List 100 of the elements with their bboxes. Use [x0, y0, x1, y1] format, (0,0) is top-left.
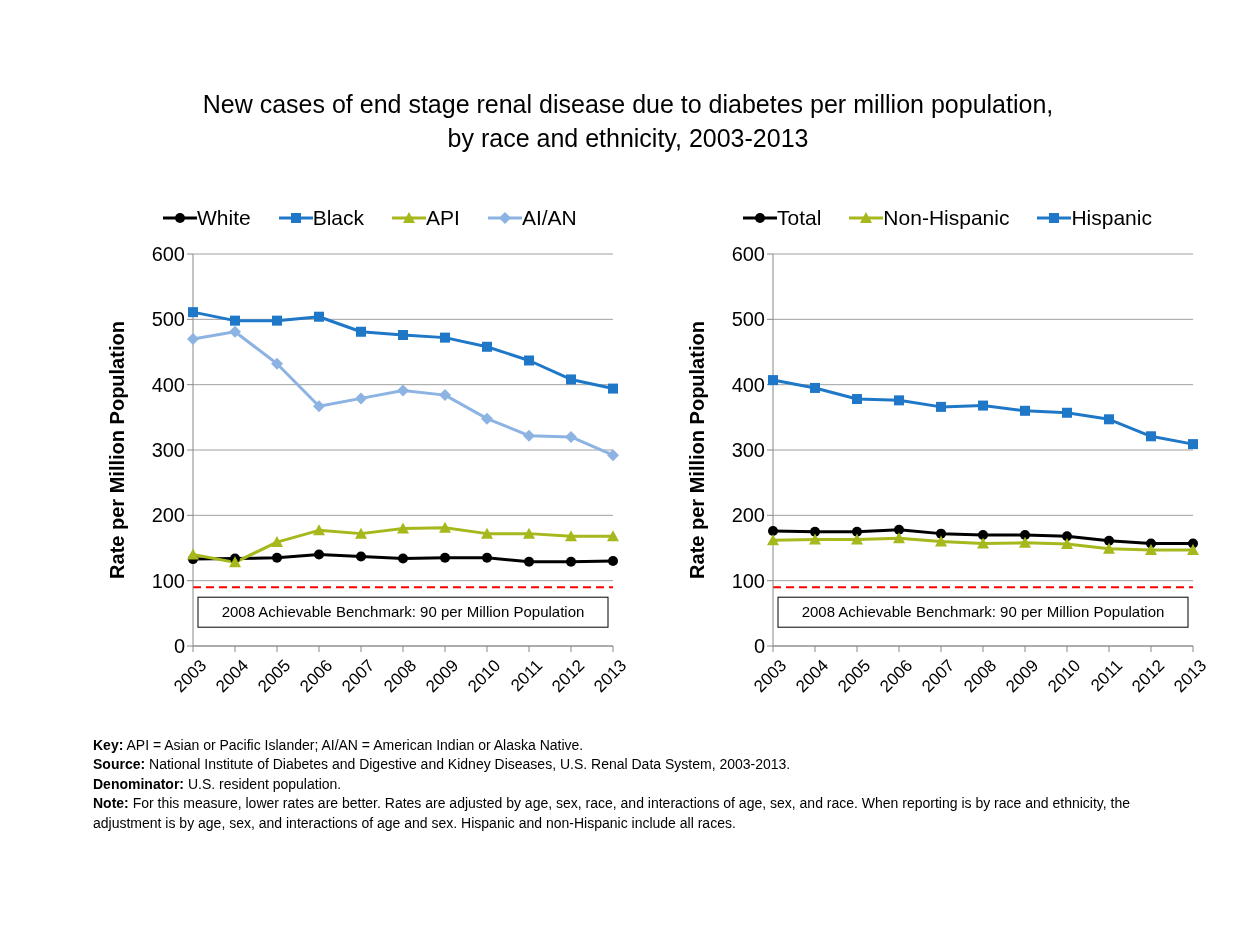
text: Key: API = Asian or Pacific Islander; AI/AN = American Indian or Alaska Native. [93, 735, 585, 755]
point [978, 529, 988, 540]
point [1061, 537, 1073, 549]
point [566, 373, 576, 384]
point [481, 412, 493, 425]
point [1146, 430, 1156, 441]
y-tick-label: 600 [151, 242, 185, 265]
point [768, 525, 778, 536]
point [810, 526, 820, 537]
point [809, 533, 821, 545]
point [272, 315, 282, 326]
point [936, 528, 946, 539]
point [272, 552, 282, 563]
point [607, 448, 619, 461]
point [810, 382, 820, 393]
point [1187, 543, 1199, 555]
point [977, 536, 989, 548]
point [1019, 536, 1031, 548]
point [355, 391, 367, 404]
y-tick-label: 400 [151, 373, 185, 396]
point [893, 531, 905, 543]
point [1188, 438, 1198, 449]
y-tick-label: 200 [151, 503, 185, 526]
point [1062, 407, 1072, 418]
point [355, 527, 367, 539]
point [271, 535, 283, 547]
point [398, 552, 408, 563]
source-note: Source: National Institute of Diabetes and Digestive and Kidney Diseases, U.S. Renal Data System, 2003-2013. [93, 755, 792, 775]
point [1020, 405, 1030, 416]
point [936, 401, 946, 412]
y-tick-label: 100 [151, 569, 185, 592]
y-tick-label: 400 [731, 373, 765, 396]
point [397, 521, 409, 533]
point [565, 529, 577, 541]
point [397, 384, 409, 397]
point [398, 329, 408, 340]
point [1103, 542, 1115, 554]
point [188, 306, 198, 317]
point [1104, 413, 1114, 424]
point [894, 394, 904, 405]
y-tick-label: 600 [731, 242, 765, 265]
point [314, 549, 324, 560]
point [565, 430, 577, 443]
ref-line-label: 2008 Achievable Benchmark: 90 per Million Population [221, 602, 585, 620]
y-axis-title: Rate per Million Population [106, 320, 129, 579]
text: Note: For this measure, lower rates are better. Rates are adjusted by age, sex, race, and interactions of age, sex, and race. When reporting is by race and ethnicity, the adjustment is by age, sex, and interactions of age and sex. Hispanic and non-Hispanic include all races. [93, 794, 1132, 833]
point [356, 550, 366, 561]
point [852, 393, 862, 404]
point [440, 552, 450, 563]
point [482, 552, 492, 563]
y-tick-label: 500 [151, 307, 185, 330]
y-tick-label: 300 [151, 438, 185, 461]
point [523, 527, 535, 539]
point [523, 429, 535, 442]
point [607, 529, 619, 541]
point [229, 555, 241, 567]
legend-label: AI/AN [521, 205, 577, 230]
y-tick-label: 500 [731, 307, 765, 330]
point [439, 521, 451, 533]
point [356, 326, 366, 337]
point [608, 383, 618, 394]
y-tick-label: 200 [731, 503, 765, 526]
point [978, 400, 988, 411]
legend-label: Black [312, 205, 365, 230]
legend-label: Hispanic [1071, 205, 1152, 230]
point [230, 315, 240, 326]
point [481, 527, 493, 539]
point [187, 332, 199, 345]
y-tick-label: 100 [731, 569, 765, 592]
point [1020, 529, 1030, 540]
point [608, 555, 618, 566]
point [1104, 535, 1114, 546]
point [768, 374, 778, 385]
legend-label: API [426, 205, 460, 230]
point [566, 556, 576, 567]
point [440, 332, 450, 343]
point [935, 534, 947, 546]
point [313, 399, 325, 412]
chart-title: New cases of end stage renal disease due to diabetes per million population, by race and ethnicity, 2003-2013 [201, 89, 1055, 154]
point [313, 523, 325, 535]
text: Denominator: U.S. resident population. [93, 774, 343, 794]
legend-label: White [197, 205, 251, 230]
point [1062, 530, 1072, 541]
point [851, 533, 863, 545]
point [314, 311, 324, 322]
y-tick-label: 0 [753, 634, 765, 657]
point [1145, 543, 1157, 555]
point [894, 524, 904, 535]
y-tick-label: 300 [731, 438, 765, 461]
point [852, 526, 862, 537]
point [271, 357, 283, 370]
ref-line-label: 2008 Achievable Benchmark: 90 per Million Population [801, 602, 1165, 620]
point [524, 354, 534, 365]
y-axis-title: Rate per Million Population [686, 320, 709, 579]
point [767, 533, 779, 545]
legend-label: Total [777, 205, 822, 230]
legend-label: Non-Hispanic [883, 205, 1010, 230]
y-tick-label: 0 [173, 634, 185, 657]
point [482, 341, 492, 352]
point [524, 556, 534, 567]
